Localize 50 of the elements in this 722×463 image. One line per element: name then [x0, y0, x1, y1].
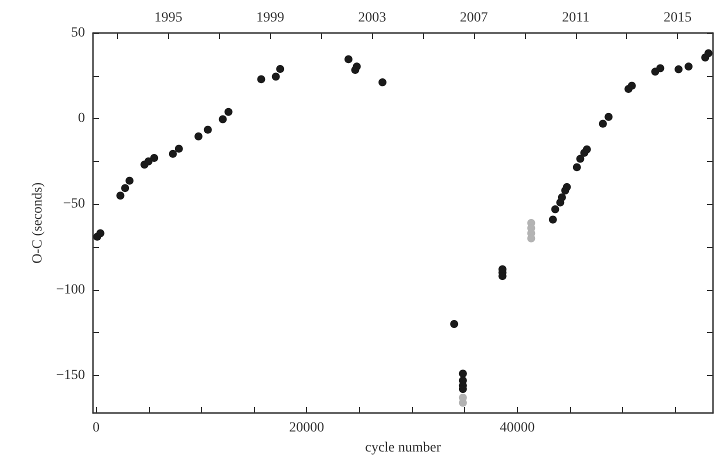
point: [344, 55, 352, 64]
point: [628, 82, 636, 90]
x-tick-label: 0: [92, 420, 100, 436]
x-tick-label: 40000: [500, 420, 535, 436]
x2-tick-label: 1999: [256, 10, 284, 26]
y-tick-label: −150: [56, 368, 85, 383]
y-tick-label: −50: [63, 196, 85, 212]
point: [96, 229, 104, 238]
point: [604, 112, 613, 121]
point: [224, 108, 232, 116]
point: [168, 150, 177, 158]
point: [352, 62, 361, 71]
point: [204, 126, 212, 134]
point: [257, 75, 266, 84]
point: [548, 216, 557, 224]
x2-tick-label: 2015: [664, 10, 692, 26]
point: [150, 154, 158, 162]
x2-tick-label: 1995: [154, 10, 182, 26]
point: [126, 176, 134, 185]
point: [582, 145, 591, 154]
point: [674, 65, 683, 74]
point: [272, 72, 280, 81]
x-axis-title: cycle number: [365, 440, 442, 456]
point: [378, 78, 386, 86]
x2-tick-label: 2007: [460, 10, 488, 26]
point: [684, 62, 693, 71]
point: [558, 193, 566, 202]
point: [218, 115, 227, 124]
point: [562, 183, 571, 192]
point: [144, 157, 152, 166]
point: [598, 120, 607, 128]
point: [174, 144, 183, 153]
x2-tick-label: 2011: [562, 10, 590, 26]
point: [656, 64, 664, 72]
x-tick-label: 20000: [289, 420, 324, 436]
y-axis-title: O-C (seconds): [30, 182, 46, 264]
point: [704, 49, 712, 58]
point: [116, 192, 124, 200]
point: [121, 184, 130, 192]
point: [194, 132, 202, 140]
point: [458, 370, 467, 378]
point: [450, 320, 458, 328]
point: [276, 64, 284, 73]
point: [572, 163, 581, 172]
y-tick-label: 0: [78, 111, 85, 126]
y-tick-label: 50: [71, 26, 85, 40]
x2-tick-label: 2003: [358, 10, 386, 26]
point: [576, 154, 584, 163]
point: [551, 205, 560, 214]
y-tick-label: −100: [56, 282, 85, 298]
